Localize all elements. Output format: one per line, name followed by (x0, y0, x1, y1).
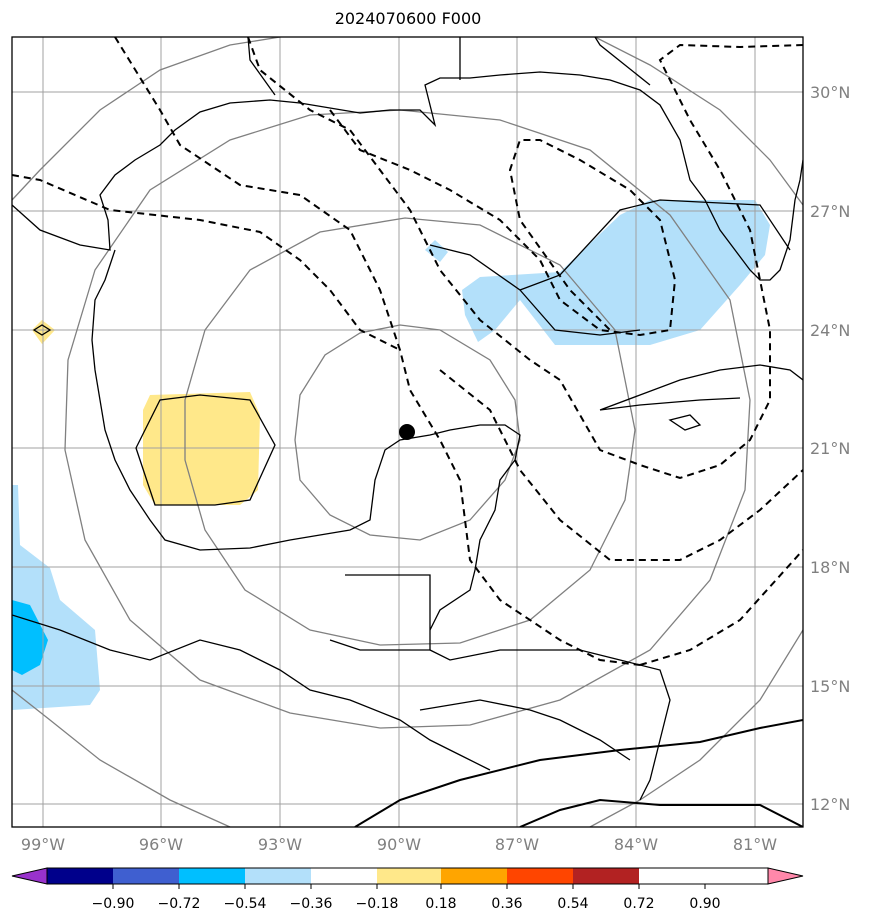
colorbar-tick-label: −0.90 (92, 896, 135, 912)
solid-contours (354, 719, 803, 827)
lat-label: 21°N (810, 439, 850, 458)
colorbar-extend-high (768, 868, 803, 884)
lon-label: 99°W (21, 835, 65, 854)
colorbar-tick-label: 0.90 (689, 896, 720, 912)
map-frame (11, 36, 804, 828)
colorbar-tick-label: −0.18 (356, 896, 399, 912)
coastlines (12, 37, 803, 801)
range-rings (12, 37, 803, 827)
mexico-pacific-coast (12, 614, 491, 771)
colorbar-swatch (113, 868, 179, 884)
colorbar-swatch (507, 868, 573, 884)
central-america-inner (419, 699, 631, 761)
lat-label: 18°N (810, 558, 850, 577)
colorbar: −0.90 −0.72 −0.54 −0.36 −0.18 0.18 0.36 0.54 0.7… (11, 867, 804, 912)
lat-label: 27°N (810, 202, 850, 221)
east-gulf-inner (429, 199, 791, 336)
dashed-contours (12, 37, 803, 666)
map-panel (12, 37, 803, 827)
lon-label: 93°W (258, 835, 302, 854)
range-ring-1 (294, 324, 521, 541)
latitude-labels: 30°N 27°N 24°N 21°N 18°N 15°N 12°N (810, 83, 850, 814)
center-marker (399, 424, 415, 440)
colorbar-extend-low (12, 868, 47, 884)
small-island-west (32, 324, 52, 336)
colorbar-tick-label: −0.54 (224, 896, 267, 912)
colorbar-swatch (441, 868, 507, 884)
central-america (429, 649, 671, 801)
light-blue-region-east-gulf (425, 200, 770, 345)
colorbar-swatch (47, 868, 113, 884)
colorbar-tick-label: 0.18 (425, 896, 456, 912)
gulf-coast-us (12, 71, 803, 281)
map-title: 2024070600 F000 (334, 9, 482, 28)
sky-blue-region-pacific (12, 600, 48, 675)
colorbar-tick-label: −0.72 (158, 896, 201, 912)
colorbar-tick-label: 0.72 (623, 896, 654, 912)
colorbar-swatch (179, 868, 245, 884)
mexico-gulf-coast (91, 249, 521, 631)
mexico-inner-1 (135, 394, 276, 506)
colorbar-swatch (245, 868, 311, 884)
lat-label: 15°N (810, 677, 850, 696)
lon-label: 90°W (377, 835, 421, 854)
range-ring-3 (64, 109, 751, 729)
longitude-labels: 99°W 96°W 93°W 90°W 87°W 84°W 81°W (21, 835, 777, 854)
colorbar-tick-label: 0.36 (491, 896, 522, 912)
lat-label: 30°N (810, 83, 850, 102)
colorbar-swatch (573, 868, 639, 884)
lon-label: 81°W (733, 835, 777, 854)
lon-label: 96°W (139, 835, 183, 854)
lat-label: 24°N (810, 321, 850, 340)
us-land-boundary (247, 37, 651, 96)
graticule (12, 37, 803, 827)
colorbar-swatch (377, 868, 441, 884)
range-ring-2 (184, 217, 636, 646)
colorbar-tick-label: 0.54 (557, 896, 588, 912)
range-ring-4 (12, 37, 803, 827)
colorbar-swatch (311, 868, 377, 884)
cuba-island (668, 414, 702, 431)
colorbar-tick-label: −0.36 (290, 896, 333, 912)
cuba (599, 364, 803, 411)
lon-label: 84°W (614, 835, 658, 854)
lon-label: 87°W (495, 835, 539, 854)
lat-label: 12°N (810, 795, 850, 814)
